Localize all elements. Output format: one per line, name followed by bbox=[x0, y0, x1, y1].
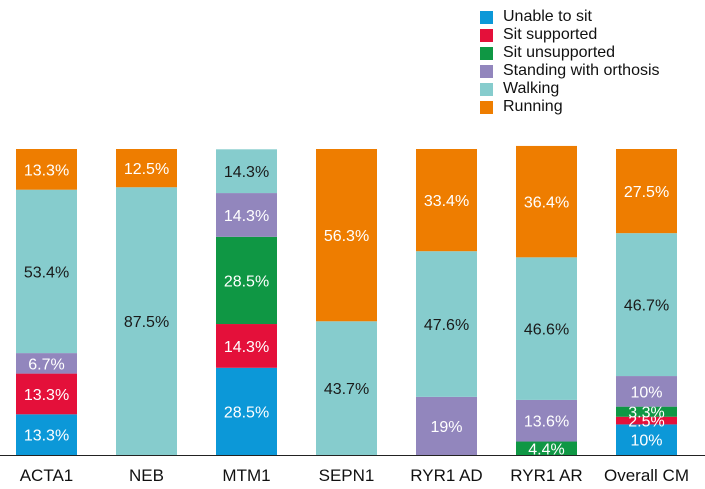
data-label-mtm1-walking: 14.3% bbox=[224, 164, 269, 181]
bar-segment-ryr1-ar-walking bbox=[516, 257, 577, 400]
data-label-ryr1-ar-sit-unsupported: 4.4% bbox=[528, 441, 564, 458]
bar-segment-acta1-running bbox=[16, 149, 77, 190]
bar-segment-ryr1-ar-standing-with-orthosis bbox=[516, 399, 577, 442]
data-label-overall-cm-sit-supported: 2.5% bbox=[628, 414, 664, 431]
data-label-ryr1-ad-standing-with-orthosis: 19% bbox=[430, 419, 462, 436]
bar-segment-neb-running bbox=[116, 149, 177, 188]
data-label-overall-cm-unable-to-sit: 10% bbox=[630, 433, 662, 450]
legend-label: Sit supported bbox=[503, 26, 598, 43]
x-tick-label-mtm1: MTM1 bbox=[222, 466, 270, 485]
bar-segment-ryr1-ar-sit-unsupported bbox=[516, 441, 577, 455]
data-label-ryr1-ar-running: 36.4% bbox=[524, 195, 569, 212]
data-label-sepn1-walking: 43.7% bbox=[324, 381, 369, 398]
bar-segment-mtm1-unable-to-sit bbox=[216, 367, 277, 455]
bar-segment-mtm1-sit-unsupported bbox=[216, 236, 277, 325]
bar-segment-acta1-walking bbox=[16, 189, 77, 354]
bar-segment-overall-cm-unable-to-sit bbox=[616, 424, 677, 455]
bar-segment-sepn1-running bbox=[316, 149, 377, 322]
bar-segment-neb-walking bbox=[116, 187, 177, 455]
data-label-acta1-standing-with-orthosis: 6.7% bbox=[28, 356, 64, 373]
bar-segment-ryr1-ad-running bbox=[416, 149, 477, 252]
x-tick-label-overall-cm: Overall CM bbox=[604, 466, 689, 485]
data-label-acta1-running: 13.3% bbox=[24, 162, 69, 179]
data-label-ryr1-ar-standing-with-orthosis: 13.6% bbox=[524, 414, 569, 431]
data-label-overall-cm-standing-with-orthosis: 10% bbox=[630, 384, 662, 401]
bar-segment-mtm1-walking bbox=[216, 149, 277, 194]
legend-label: Unable to sit bbox=[503, 8, 592, 25]
data-label-mtm1-standing-with-orthosis: 14.3% bbox=[224, 208, 269, 225]
legend-item-sit-supported: Sit supported bbox=[480, 26, 660, 44]
bar-segment-ryr1-ad-walking bbox=[416, 251, 477, 397]
data-label-mtm1-unable-to-sit: 28.5% bbox=[224, 404, 269, 421]
bar-segment-ryr1-ar-running bbox=[516, 145, 577, 258]
legend-label: Running bbox=[503, 98, 563, 115]
bar-segment-overall-cm-walking bbox=[616, 233, 677, 377]
legend-item-walking: Walking bbox=[480, 80, 660, 98]
bar-segment-overall-cm-sit-unsupported bbox=[616, 406, 677, 417]
bar-segment-overall-cm-running bbox=[616, 149, 677, 234]
legend-swatch bbox=[480, 100, 493, 114]
data-label-acta1-sit-supported: 13.3% bbox=[24, 387, 69, 404]
data-label-ryr1-ar-walking: 46.6% bbox=[524, 322, 569, 339]
data-label-overall-cm-sit-unsupported: 3.3% bbox=[628, 405, 664, 422]
data-label-sepn1-running: 56.3% bbox=[324, 228, 369, 245]
data-label-mtm1-sit-supported: 14.3% bbox=[224, 339, 269, 356]
data-label-overall-cm-walking: 46.7% bbox=[624, 298, 669, 315]
bar-segment-acta1-standing-with-orthosis bbox=[16, 353, 77, 374]
legend-label: Sit unsupported bbox=[503, 44, 616, 61]
data-label-neb-walking: 87.5% bbox=[124, 314, 169, 331]
legend-swatch bbox=[480, 64, 493, 78]
bar-segment-overall-cm-sit-supported bbox=[616, 416, 677, 425]
x-tick-label-sepn1: SEPN1 bbox=[319, 466, 375, 485]
bar-segment-sepn1-walking bbox=[316, 321, 377, 455]
bar-segment-acta1-sit-supported bbox=[16, 373, 77, 415]
legend-swatch bbox=[480, 28, 493, 42]
legend-label: Walking bbox=[503, 80, 560, 97]
data-label-ryr1-ad-running: 33.4% bbox=[424, 193, 469, 210]
legend-item-unable-to-sit: Unable to sit bbox=[480, 8, 660, 26]
data-label-ryr1-ad-walking: 47.6% bbox=[424, 317, 469, 334]
x-tick-label-acta1: ACTA1 bbox=[20, 466, 74, 485]
data-label-acta1-unable-to-sit: 13.3% bbox=[24, 428, 69, 445]
bar-segment-overall-cm-standing-with-orthosis bbox=[616, 376, 677, 407]
bar-segment-ryr1-ad-standing-with-orthosis bbox=[416, 396, 477, 455]
legend-swatch bbox=[480, 82, 493, 96]
bar-segment-mtm1-standing-with-orthosis bbox=[216, 193, 277, 237]
data-label-neb-running: 12.5% bbox=[124, 161, 169, 178]
legend-item-sit-unsupported: Sit unsupported bbox=[480, 44, 660, 62]
legend-item-running: Running bbox=[480, 98, 660, 116]
data-label-overall-cm-running: 27.5% bbox=[624, 184, 669, 201]
legend-swatch bbox=[480, 10, 493, 24]
legend-item-standing-with-orthosis: Standing with orthosis bbox=[480, 62, 660, 80]
chart-legend: Unable to sit Sit supported Sit unsuppor… bbox=[480, 8, 660, 116]
data-label-mtm1-sit-unsupported: 28.5% bbox=[224, 273, 269, 290]
bar-segment-mtm1-sit-supported bbox=[216, 324, 277, 368]
legend-swatch bbox=[480, 46, 493, 60]
x-tick-label-ryr1-ad: RYR1 AD bbox=[410, 466, 482, 485]
data-label-acta1-walking: 53.4% bbox=[24, 264, 69, 281]
legend-label: Standing with orthosis bbox=[503, 62, 660, 79]
bar-segment-acta1-unable-to-sit bbox=[16, 414, 77, 455]
x-tick-label-ryr1-ar: RYR1 AR bbox=[510, 466, 582, 485]
x-tick-label-neb: NEB bbox=[129, 466, 164, 485]
